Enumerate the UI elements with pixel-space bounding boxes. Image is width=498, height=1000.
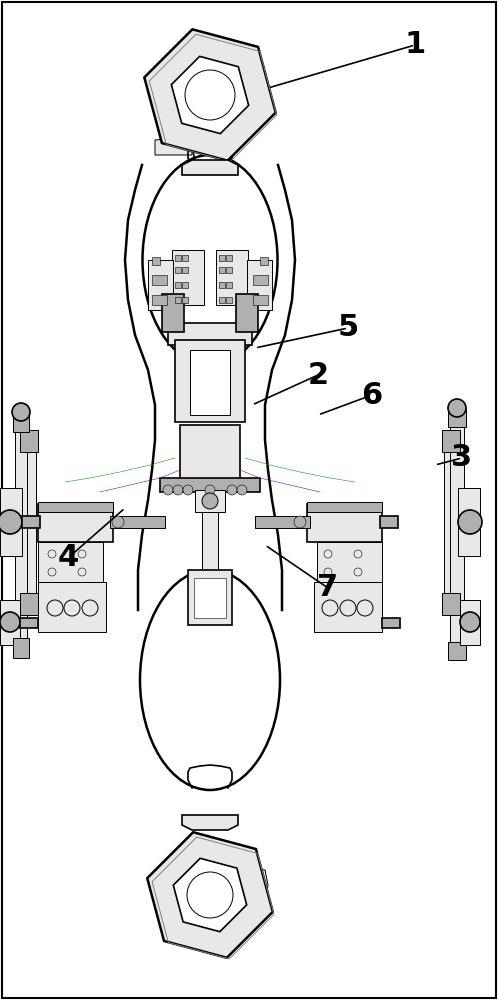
Bar	[253, 275, 268, 285]
Bar	[20, 593, 38, 615]
Circle shape	[163, 485, 173, 495]
Circle shape	[460, 612, 480, 632]
Polygon shape	[147, 832, 273, 958]
Circle shape	[237, 485, 247, 495]
Ellipse shape	[140, 570, 280, 790]
Bar	[175, 267, 181, 273]
Circle shape	[202, 493, 218, 509]
Bar	[182, 282, 188, 288]
Bar	[38, 504, 113, 542]
Circle shape	[173, 485, 183, 495]
Bar	[148, 260, 173, 310]
Bar	[307, 504, 382, 542]
Text: 5: 5	[337, 314, 359, 342]
Polygon shape	[182, 160, 238, 175]
Bar	[253, 295, 268, 305]
Bar	[190, 350, 230, 415]
Text: 1: 1	[404, 30, 426, 59]
Polygon shape	[155, 137, 192, 155]
Bar	[38, 542, 103, 582]
Bar	[226, 282, 232, 288]
Bar	[152, 275, 167, 285]
Bar	[442, 593, 460, 615]
Bar	[182, 267, 188, 273]
Bar	[255, 516, 310, 528]
Bar	[236, 294, 258, 332]
Bar	[0, 488, 22, 556]
Bar	[219, 282, 225, 288]
Bar	[382, 618, 400, 628]
Bar	[22, 516, 40, 528]
Bar	[247, 260, 272, 310]
Bar	[314, 582, 382, 632]
Circle shape	[448, 399, 466, 417]
Bar	[168, 323, 252, 345]
Bar	[448, 409, 466, 427]
Text: 6: 6	[362, 380, 382, 410]
Bar	[226, 267, 232, 273]
Bar	[175, 282, 181, 288]
Bar	[188, 570, 232, 625]
Bar	[458, 488, 480, 556]
Polygon shape	[228, 865, 268, 905]
Bar	[260, 257, 268, 265]
Bar	[226, 297, 232, 303]
Bar	[13, 412, 29, 432]
Text: 7: 7	[317, 574, 339, 602]
Bar	[219, 297, 225, 303]
Bar	[13, 638, 29, 658]
Bar	[38, 502, 113, 512]
Circle shape	[458, 510, 482, 534]
Circle shape	[227, 485, 237, 495]
Polygon shape	[182, 815, 238, 830]
Bar	[175, 340, 245, 422]
Bar	[160, 478, 260, 492]
Bar	[110, 516, 165, 528]
Bar	[195, 490, 225, 512]
Bar	[175, 297, 181, 303]
Bar	[0, 600, 20, 645]
Ellipse shape	[142, 155, 277, 365]
Circle shape	[0, 612, 20, 632]
Bar	[38, 582, 106, 632]
Circle shape	[112, 516, 124, 528]
Text: 3: 3	[452, 444, 473, 473]
Bar	[450, 425, 464, 645]
Bar	[317, 542, 382, 582]
Bar	[216, 250, 248, 305]
Bar	[307, 502, 382, 512]
Polygon shape	[171, 56, 249, 134]
Bar	[152, 257, 160, 265]
Bar	[20, 430, 38, 452]
Circle shape	[0, 510, 22, 534]
Bar	[448, 642, 466, 660]
Bar	[194, 578, 226, 618]
Circle shape	[205, 485, 215, 495]
Bar	[202, 510, 218, 572]
Text: 4: 4	[57, 544, 79, 572]
Polygon shape	[173, 858, 247, 932]
Bar	[460, 600, 480, 645]
Bar	[162, 294, 184, 332]
Circle shape	[294, 516, 306, 528]
Bar	[219, 255, 225, 261]
Bar	[180, 425, 240, 480]
Bar	[442, 430, 460, 452]
Circle shape	[12, 403, 30, 421]
Bar	[152, 295, 167, 305]
Bar	[175, 255, 181, 261]
Bar	[182, 255, 188, 261]
Bar	[219, 267, 225, 273]
Bar	[444, 450, 458, 595]
Bar	[380, 516, 398, 528]
Polygon shape	[144, 29, 276, 161]
Bar	[22, 450, 36, 595]
Bar	[15, 430, 27, 640]
Bar	[20, 618, 38, 628]
Bar	[172, 250, 204, 305]
Circle shape	[183, 485, 193, 495]
Text: 2: 2	[307, 360, 329, 389]
Bar	[226, 255, 232, 261]
Bar	[182, 297, 188, 303]
